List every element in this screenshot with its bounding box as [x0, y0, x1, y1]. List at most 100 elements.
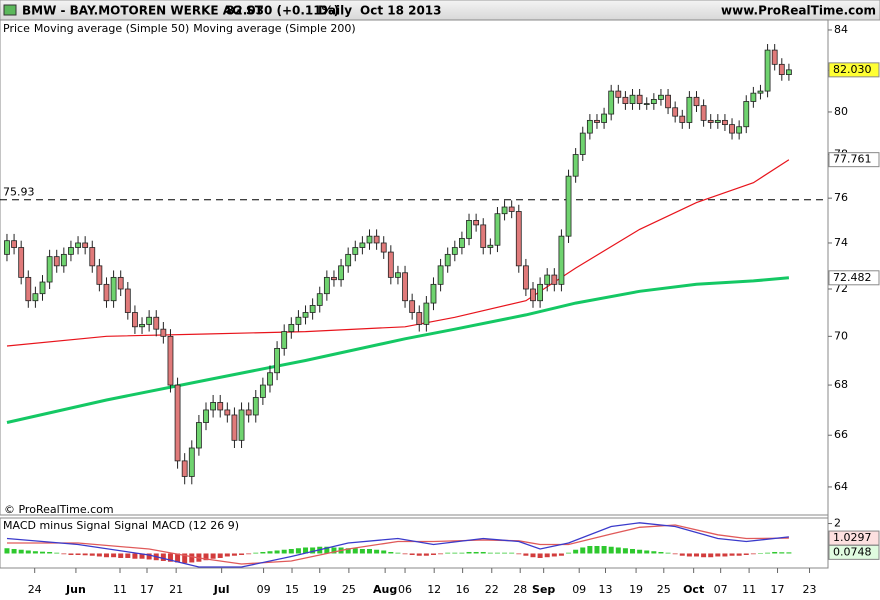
histogram-bar: [239, 553, 245, 555]
histogram-bar: [530, 553, 536, 558]
site[interactable]: www.ProRealTime.com: [721, 4, 876, 18]
legend-item: Moving average (Simple 50): [34, 22, 189, 35]
candle-body: [146, 316, 153, 325]
y-tick-label: 70: [834, 329, 848, 342]
candle-body: [693, 96, 700, 107]
candle-body: [658, 94, 664, 100]
histogram-bar: [11, 548, 17, 554]
histogram-bar: [750, 553, 756, 555]
value-box-label: 72.482: [833, 271, 872, 284]
candle-body: [508, 206, 515, 212]
value-box-label: 77.761: [833, 153, 872, 166]
histogram-bar: [75, 553, 81, 555]
candle-body: [700, 105, 707, 121]
candle-body: [643, 103, 650, 105]
date: Oct 18 2013: [360, 4, 442, 18]
histogram-bar: [644, 550, 650, 554]
y-tick-label: 84: [834, 23, 848, 36]
price-panel: [0, 19, 829, 516]
candle-body: [139, 323, 145, 328]
candle-body: [103, 283, 110, 302]
histogram-bar: [487, 552, 493, 554]
histogram-bar: [231, 553, 237, 556]
x-tick-label: 07: [714, 583, 728, 596]
y-tick-label: 68: [834, 378, 848, 391]
histogram-bar: [139, 553, 145, 559]
x-tick-label: 25: [657, 583, 671, 596]
histogram-bar: [651, 551, 657, 554]
candle-body: [32, 293, 39, 302]
candle-body: [181, 460, 188, 477]
candle-body: [522, 265, 529, 290]
histogram-bar: [587, 545, 593, 554]
candle-body: [380, 242, 387, 253]
value-box: [828, 62, 880, 78]
histogram-bar: [203, 553, 209, 561]
histogram-bar: [722, 553, 728, 557]
candle-body: [672, 107, 679, 117]
histogram-bar: [374, 549, 380, 554]
histogram-bar: [637, 549, 643, 554]
candle-body: [565, 175, 572, 237]
candle-body: [572, 154, 579, 177]
histogram-bar: [224, 553, 230, 557]
candle-body: [4, 240, 10, 255]
histogram-bar: [672, 553, 678, 555]
value-box-label: 82.030: [833, 63, 872, 76]
histogram-bar: [743, 553, 749, 555]
candle-body: [764, 49, 771, 92]
candle-body: [771, 49, 778, 65]
histogram-bar: [118, 553, 124, 558]
histogram-bar: [175, 553, 181, 563]
histogram-bar: [537, 553, 543, 558]
x-tick-label: 09: [572, 583, 586, 596]
histogram-bar: [701, 553, 707, 558]
histogram-bar: [160, 553, 166, 561]
candle-body: [302, 312, 309, 318]
x-tick-label: 22: [485, 583, 499, 596]
x-tick-label: 16: [456, 583, 470, 596]
histogram-bar: [4, 548, 10, 554]
x-tick-label: 06: [398, 583, 412, 596]
header-icon: [3, 4, 17, 16]
histogram-bar: [765, 552, 771, 554]
histogram-bar: [708, 553, 714, 558]
histogram-bar: [466, 551, 472, 554]
histogram-bar: [580, 547, 586, 554]
histogram-bar: [630, 548, 636, 554]
histogram-bar: [125, 553, 131, 558]
histogram-bar: [601, 545, 607, 554]
histogram-bar: [736, 553, 742, 556]
histogram-bar: [658, 551, 664, 554]
histogram-bar: [267, 551, 273, 554]
candle-body: [18, 247, 25, 278]
candle-body: [544, 274, 551, 285]
candle-body: [331, 276, 337, 281]
histogram-bar: [189, 553, 195, 563]
histogram-bar: [217, 553, 223, 558]
histogram-bar: [686, 553, 692, 557]
value-box: [828, 544, 880, 560]
candle-body: [11, 240, 17, 248]
candle-body: [288, 323, 295, 332]
value-box-label: 0.0748: [833, 545, 872, 558]
histogram-bar: [182, 553, 188, 564]
candle-body: [409, 300, 416, 313]
x-tick-label: 24: [28, 583, 42, 596]
x-tick-label: 13: [599, 583, 613, 596]
candle-body: [124, 288, 131, 313]
candle-body: [622, 96, 629, 104]
candle-body: [153, 316, 160, 330]
histogram-bar: [573, 549, 579, 554]
candle-body: [423, 302, 430, 325]
histogram-bar: [473, 551, 479, 554]
candle-body: [586, 119, 593, 134]
x-tick-label: 28: [513, 583, 527, 596]
candle-body: [82, 242, 89, 248]
histogram-bar: [786, 552, 792, 554]
histogram-bar: [96, 553, 102, 557]
candle-body: [96, 265, 103, 285]
candle-body: [53, 256, 60, 267]
histogram-bar: [331, 547, 337, 554]
